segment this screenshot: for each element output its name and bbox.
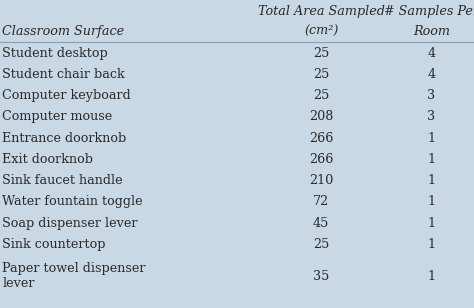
Text: 35: 35	[313, 270, 329, 283]
Text: 1: 1	[428, 270, 435, 283]
Text: Classroom Surface: Classroom Surface	[2, 25, 125, 38]
Text: Sink countertop: Sink countertop	[2, 238, 106, 251]
Text: 45: 45	[313, 217, 329, 229]
Text: 1: 1	[428, 238, 435, 251]
Text: 25: 25	[313, 68, 329, 81]
Text: Water fountain toggle: Water fountain toggle	[2, 195, 143, 208]
Text: Paper towel dispenser
lever: Paper towel dispenser lever	[2, 262, 146, 290]
Text: 4: 4	[427, 47, 436, 60]
Text: # Samples Per: # Samples Per	[384, 5, 474, 18]
Text: Total Area Sampled: Total Area Sampled	[258, 5, 384, 18]
Text: 3: 3	[427, 89, 436, 102]
Text: 1: 1	[428, 195, 435, 208]
Text: 1: 1	[428, 153, 435, 166]
Text: (cm²): (cm²)	[304, 25, 338, 38]
Text: 208: 208	[309, 110, 333, 123]
Text: 25: 25	[313, 47, 329, 60]
Text: Computer mouse: Computer mouse	[2, 110, 113, 123]
Text: 1: 1	[428, 132, 435, 144]
Text: Entrance doorknob: Entrance doorknob	[2, 132, 127, 144]
Text: 210: 210	[309, 174, 333, 187]
Text: 72: 72	[313, 195, 329, 208]
Text: 1: 1	[428, 217, 435, 229]
Text: 4: 4	[427, 68, 436, 81]
Text: 25: 25	[313, 89, 329, 102]
Text: Sink faucet handle: Sink faucet handle	[2, 174, 123, 187]
Text: 25: 25	[313, 238, 329, 251]
Text: 266: 266	[309, 153, 333, 166]
Text: 266: 266	[309, 132, 333, 144]
Text: 3: 3	[427, 110, 436, 123]
Text: Room: Room	[413, 25, 450, 38]
Text: Student desktop: Student desktop	[2, 47, 108, 60]
Text: Soap dispenser lever: Soap dispenser lever	[2, 217, 138, 229]
Text: 1: 1	[428, 174, 435, 187]
Text: Student chair back: Student chair back	[2, 68, 125, 81]
Text: Computer keyboard: Computer keyboard	[2, 89, 131, 102]
Text: Exit doorknob: Exit doorknob	[2, 153, 93, 166]
